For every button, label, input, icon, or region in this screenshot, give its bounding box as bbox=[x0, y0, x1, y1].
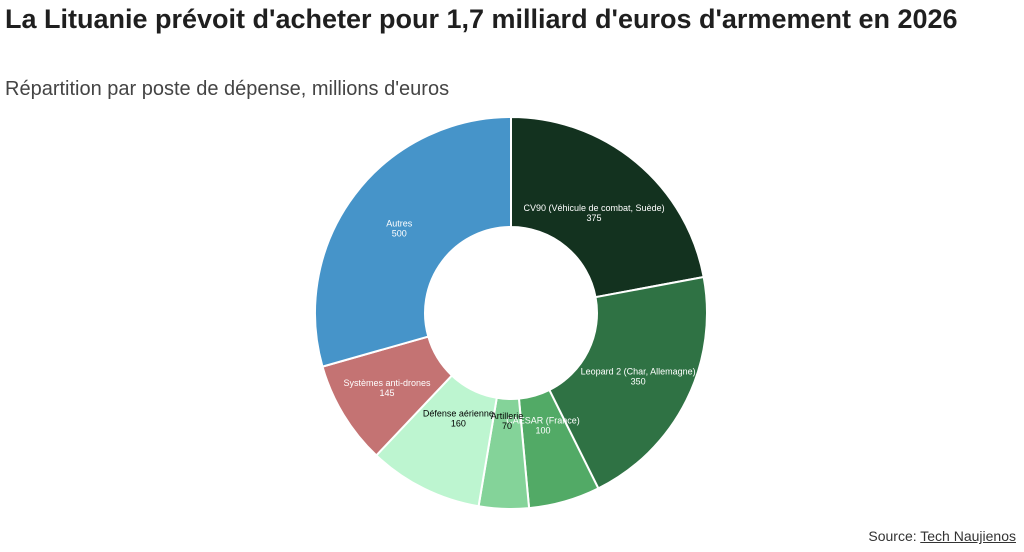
donut-slice bbox=[314, 115, 512, 368]
slice-label: Artillerie 70 bbox=[491, 411, 524, 431]
source-link[interactable]: Tech Naujienos bbox=[920, 528, 1016, 544]
chart-subtitle: Répartition par poste de dépense, millio… bbox=[5, 78, 450, 100]
slice-label: CV90 (Véhicule de combat, Suède) 375 bbox=[524, 203, 665, 223]
source-prefix: Source: bbox=[868, 528, 917, 544]
slice-label: CAESAR (France) 100 bbox=[506, 416, 580, 436]
slice-label: Systèmes anti-drones 145 bbox=[343, 378, 431, 398]
slice-label: Leopard 2 (Char, Allemagne) 350 bbox=[581, 366, 696, 386]
donut-slice bbox=[510, 115, 705, 299]
slice-label: Défense aérienne 160 bbox=[423, 409, 494, 429]
slice-label: Autres 500 bbox=[386, 219, 413, 239]
chart-title: La Lituanie prévoit d'acheter pour 1,7 m… bbox=[5, 4, 958, 34]
source-note: Source: Tech Naujienos bbox=[868, 528, 1016, 544]
donut-slice bbox=[547, 275, 708, 490]
